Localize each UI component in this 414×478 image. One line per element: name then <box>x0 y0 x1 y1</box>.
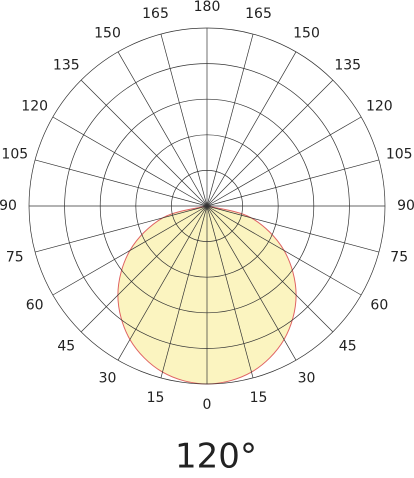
angle-label: 150 <box>94 26 121 42</box>
angle-label: 165 <box>245 6 272 22</box>
angle-label: 165 <box>142 6 169 22</box>
angle-label: 90 <box>0 198 17 214</box>
angle-label: 90 <box>397 198 414 214</box>
grid-spoke <box>52 116 208 207</box>
grid-spoke <box>160 33 208 207</box>
grid-spoke <box>206 205 334 333</box>
angle-label: 45 <box>57 339 75 355</box>
angle-label: 120 <box>366 99 393 115</box>
grid-spoke <box>34 205 208 253</box>
angle-label: 60 <box>370 298 388 314</box>
angle-label: 75 <box>390 250 408 266</box>
grid-spoke <box>206 205 362 296</box>
grid-spoke <box>80 205 208 333</box>
grid-spoke <box>117 51 208 207</box>
grid-spoke <box>206 116 362 207</box>
angle-label: 45 <box>339 339 357 355</box>
angle-label: 75 <box>6 250 24 266</box>
angle-label: 30 <box>99 370 117 386</box>
angle-label: 105 <box>1 146 28 162</box>
angle-label: 120 <box>21 99 48 115</box>
grid-spoke <box>160 205 208 379</box>
grid-spoke <box>206 33 254 207</box>
angle-label: 15 <box>147 390 165 406</box>
angle-label: 135 <box>334 57 361 73</box>
grid-spoke <box>206 205 380 253</box>
grid-spoke <box>80 79 208 207</box>
grid-spoke <box>206 159 380 207</box>
grid-spoke <box>206 205 254 379</box>
angle-label: 105 <box>386 146 413 162</box>
grid-spoke <box>206 205 297 361</box>
angle-label: 0 <box>203 397 212 413</box>
grid-spoke <box>34 159 208 207</box>
beam-angle-caption: 120° <box>175 437 257 477</box>
grid-spoke <box>206 79 334 207</box>
angle-label: 150 <box>293 26 320 42</box>
angle-label: 135 <box>53 57 80 73</box>
angle-label: 180 <box>194 0 221 15</box>
grid-spoke <box>52 205 208 296</box>
angle-label: 30 <box>298 370 316 386</box>
grid-spoke <box>117 205 208 361</box>
angle-label: 60 <box>26 298 44 314</box>
grid-spoke <box>206 51 297 207</box>
angle-label: 15 <box>250 390 268 406</box>
